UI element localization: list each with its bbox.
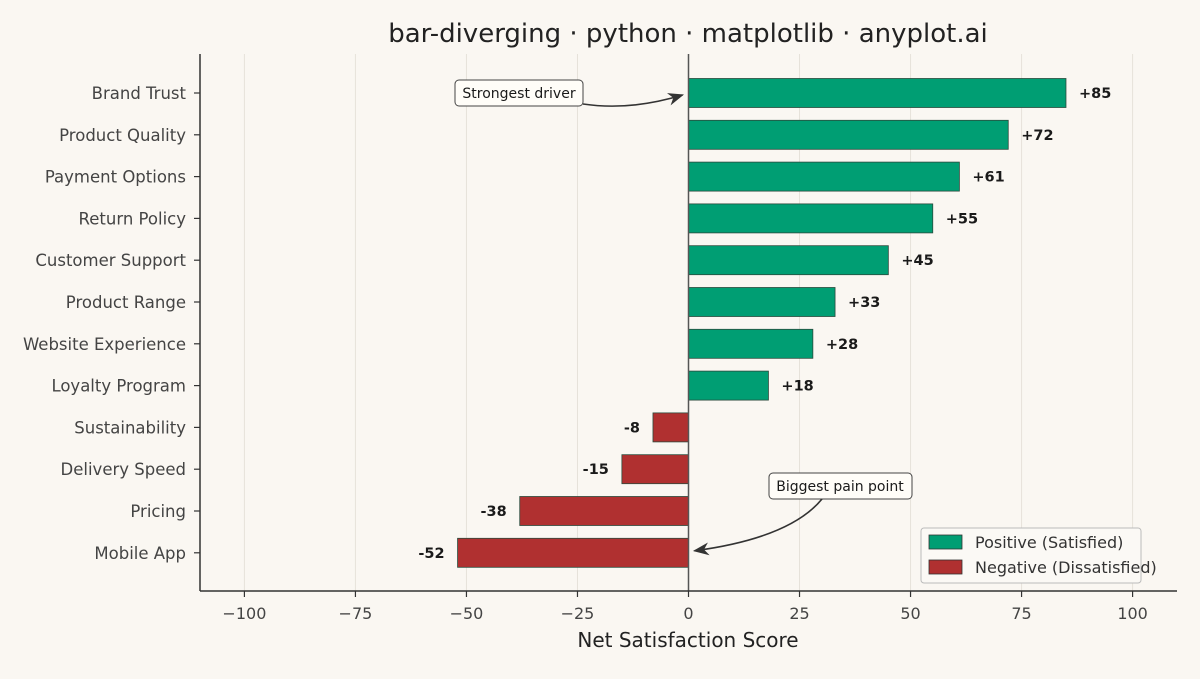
bar [652,412,689,443]
x-tick-label: −50 [450,604,484,623]
x-tick-label: −75 [339,604,373,623]
bar-layer [457,78,1067,568]
annotation-box [768,472,913,500]
annotation-text: Biggest pain point [776,479,904,495]
legend-label: Positive (Satisfied) [975,533,1123,552]
axis-layer: −100 −75 −50 −25 0 25 50 75 100 Brand Trust Produc… [23,54,1177,623]
bar [688,78,1067,108]
bar [519,496,689,526]
value-label: +85 [1079,86,1111,102]
annotation-text: Strongest driver [462,86,575,102]
annotation-arrow [692,498,823,556]
value-label: -38 [481,504,507,520]
value-label: +72 [1021,128,1053,144]
bar [621,454,689,485]
y-tick-label: Payment Options [45,168,186,187]
y-tick-label: Return Policy [79,209,187,228]
bar [688,203,934,234]
x-tick-label: 50 [900,604,920,623]
chart-title: bar-diverging · python · matplotlib · an… [388,19,988,49]
y-tick-label: Website Experience [23,335,186,354]
y-tick-label: Sustainability [74,418,186,437]
x-tick-label: 25 [789,604,809,623]
value-label: -8 [624,420,640,436]
value-label: -52 [418,546,444,562]
value-label: +28 [826,337,858,353]
x-tick-label: 0 [683,604,693,623]
bar [457,537,689,568]
y-tick-label: Pricing [130,502,186,521]
annotation-layer: Strongest driver Biggest pain point [454,79,913,556]
value-label: +18 [781,379,813,395]
legend-swatch [928,534,963,550]
legend-swatch [928,559,963,575]
y-tick-label: Customer Support [35,251,186,270]
y-tick-label: Mobile App [94,544,186,563]
annotation-box [454,79,584,107]
y-tick-label: Brand Trust [92,84,187,103]
bar [688,245,889,276]
legend-box [920,527,1142,584]
bar [688,370,769,401]
legend: Positive (Satisfied) Negative (Dissatisfi… [920,527,1157,584]
x-axis-label: Net Satisfaction Score [577,628,798,652]
y-tick-label: Loyalty Program [51,377,186,396]
bar [688,161,960,192]
y-tick-label: Delivery Speed [61,460,186,479]
legend-label: Negative (Dissatisfied) [975,558,1157,577]
value-label: +33 [848,295,880,311]
x-tick-label: 75 [1011,604,1031,623]
y-tick-label: Product Quality [59,126,186,145]
value-label: +45 [901,253,933,269]
label-layer: +85 +72 +61 +55 +45 +33 +28 +18 -8 -15 -38 -52 [418,86,1111,562]
x-tick-label: 100 [1117,604,1148,623]
annotation-arrow [582,93,685,107]
x-tick-label: −25 [561,604,595,623]
y-tick-label: Product Range [66,293,186,312]
value-label: +55 [946,211,978,227]
x-tick-label: −100 [222,604,266,623]
bar [688,119,1009,150]
value-label: +61 [972,170,1004,186]
bar [688,328,814,359]
bar [688,287,836,317]
value-label: -15 [583,462,609,478]
